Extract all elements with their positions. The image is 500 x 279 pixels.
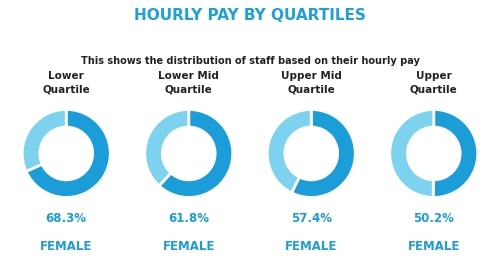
Text: FEMALE: FEMALE — [285, 240, 338, 253]
Wedge shape — [292, 109, 355, 198]
Text: 50.2%: 50.2% — [414, 212, 454, 225]
Wedge shape — [268, 109, 312, 193]
Text: Lower Mid
Quartile: Lower Mid Quartile — [158, 71, 219, 95]
Text: Lower
Quartile: Lower Quartile — [42, 71, 90, 95]
Text: 61.8%: 61.8% — [168, 212, 209, 225]
Wedge shape — [145, 109, 189, 186]
Text: 68.3%: 68.3% — [46, 212, 86, 225]
Wedge shape — [26, 109, 110, 198]
Wedge shape — [159, 109, 232, 198]
Wedge shape — [390, 109, 434, 198]
Text: FEMALE: FEMALE — [408, 240, 460, 253]
Text: HOURLY PAY BY QUARTILES: HOURLY PAY BY QUARTILES — [134, 8, 366, 23]
Text: Upper
Quartile: Upper Quartile — [410, 71, 458, 95]
Text: This shows the distribution of staff based on their hourly pay: This shows the distribution of staff bas… — [80, 56, 419, 66]
Wedge shape — [433, 109, 478, 198]
Text: Upper Mid
Quartile: Upper Mid Quartile — [281, 71, 342, 95]
Text: FEMALE: FEMALE — [40, 240, 92, 253]
Text: 57.4%: 57.4% — [290, 212, 332, 225]
Text: FEMALE: FEMALE — [162, 240, 215, 253]
Wedge shape — [22, 109, 66, 171]
